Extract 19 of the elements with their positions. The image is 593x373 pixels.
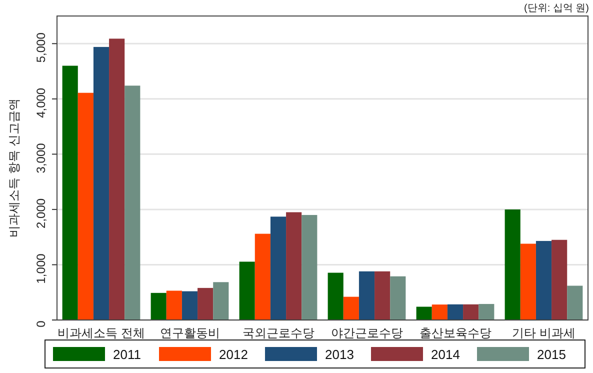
legend-label: 2014	[431, 347, 460, 362]
x-tick-label: 국외근로수당	[242, 326, 314, 340]
x-tick-label: 출산보육수당	[419, 326, 492, 340]
y-tick-label: 5,000	[34, 32, 48, 63]
x-tick-label: 연구활동비	[160, 326, 220, 340]
y-tick-label: 1,000	[34, 253, 48, 284]
x-tick-label: 기타 비과세	[512, 326, 576, 340]
y-tick-label: 4,000	[34, 88, 48, 118]
legend-label: 2011	[113, 347, 141, 362]
y-tick-label: 2,000	[34, 198, 48, 228]
legend-label: 2015	[537, 347, 566, 362]
x-tick-label: 비과세소득 전체	[58, 326, 145, 340]
y-axis-title: 비과세소득 항목 신고금액	[7, 98, 21, 238]
text: (단위: 십억 원)	[524, 3, 589, 14]
x-tick-label: 야간근로수당	[330, 326, 403, 340]
y-tick-label: 0	[34, 320, 48, 328]
legend-label: 2013	[325, 347, 354, 362]
y-tick-label: 3,000	[34, 142, 48, 174]
legend-label: 2012	[219, 347, 248, 362]
